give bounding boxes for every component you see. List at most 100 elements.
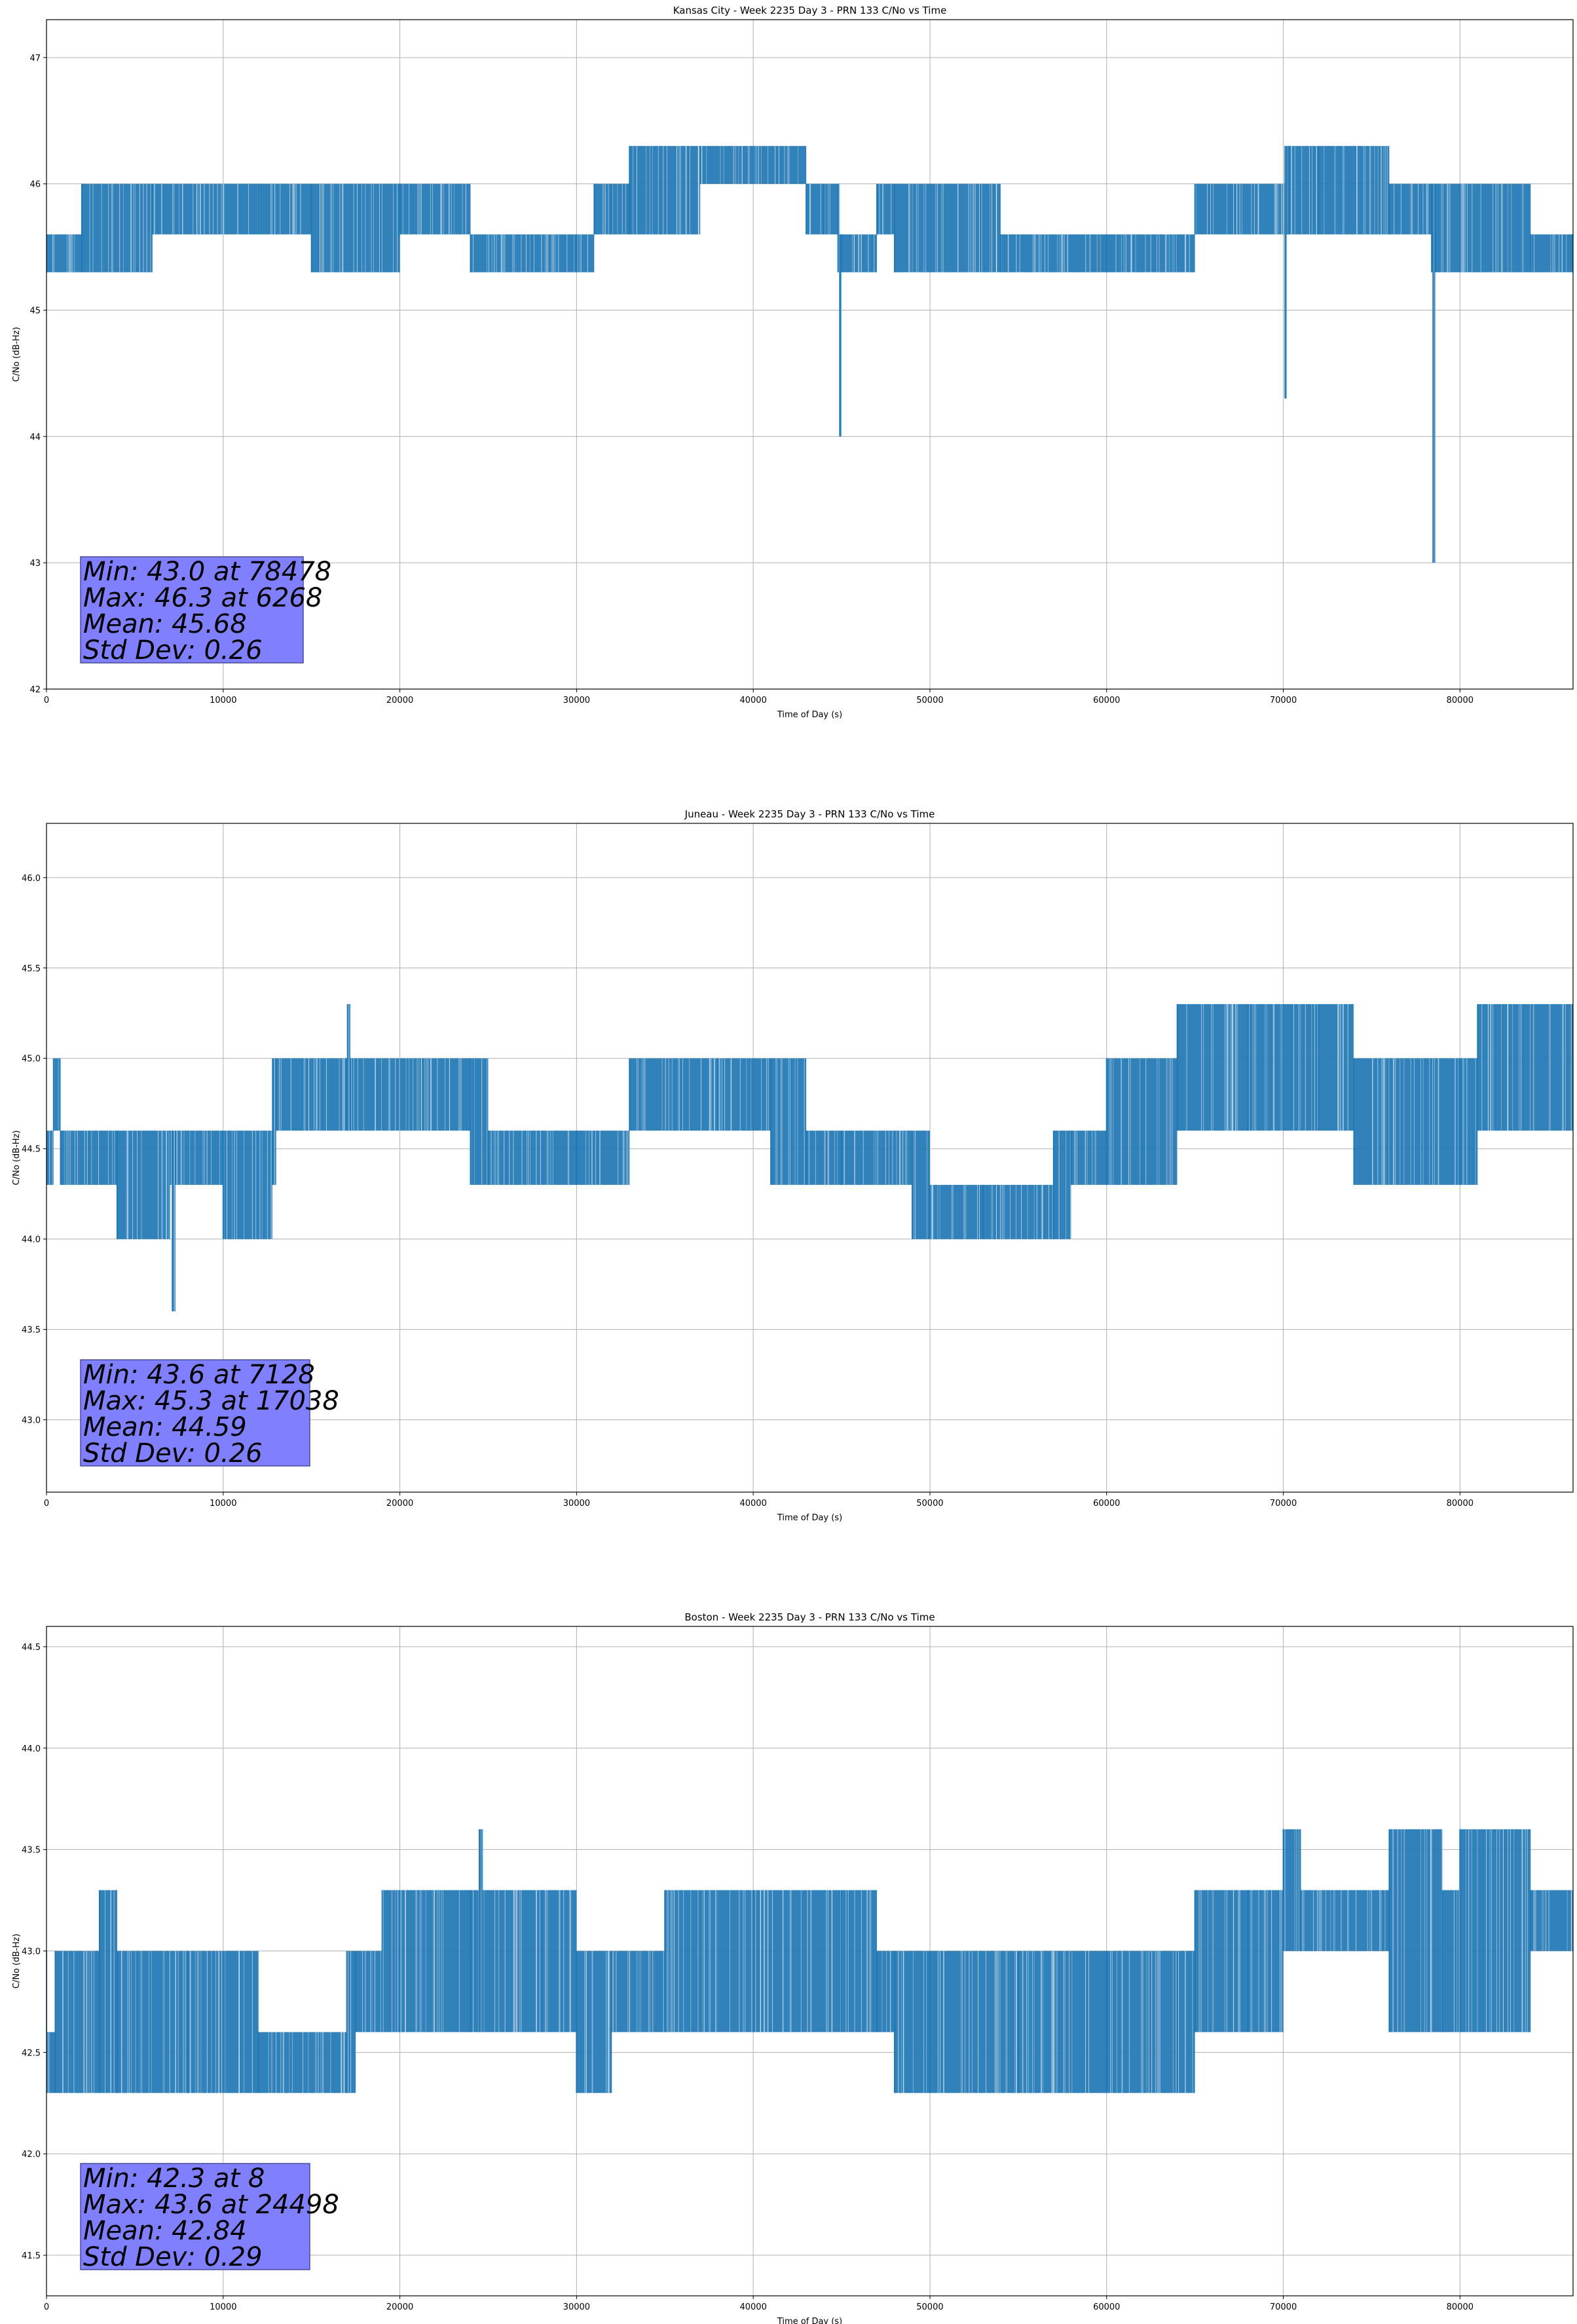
- y-tick-label: 44.5: [22, 1145, 41, 1155]
- series-band: [612, 183, 630, 234]
- stats-line: Max: 43.6 at 24498: [83, 2190, 339, 2220]
- series-band: [1053, 1131, 1071, 1239]
- series-band: [1000, 234, 1107, 272]
- x-tick-label: 30000: [563, 2302, 590, 2312]
- series-band: [470, 1890, 479, 2033]
- stats-line: Max: 45.3 at 17038: [83, 1386, 339, 1416]
- series-band: [1318, 1003, 1354, 1131]
- x-axis-label: Time of Day (s): [777, 1513, 842, 1523]
- series-band: [824, 183, 838, 234]
- series-band: [175, 1131, 223, 1185]
- x-tick-label: 10000: [210, 696, 236, 705]
- series-band: [1460, 1058, 1478, 1185]
- y-tick-label: 43.5: [22, 1846, 41, 1856]
- y-tick-label: 42: [29, 685, 41, 695]
- series-band: [470, 1058, 489, 1185]
- x-tick-label: 40000: [739, 696, 766, 705]
- series-band: [1106, 1058, 1142, 1185]
- series-band: [576, 1131, 630, 1185]
- axes-frame: [46, 1626, 1574, 2296]
- x-axis-label: Time of Day (s): [777, 2317, 842, 2324]
- axes-frame: [46, 19, 1574, 690]
- series-band: [806, 183, 825, 234]
- series-band: [60, 1131, 117, 1185]
- y-tick-label: 43: [29, 559, 41, 569]
- series-band: [1248, 1003, 1319, 1131]
- y-tick-label: 41.5: [22, 2251, 41, 2261]
- y-tick-label: 42.0: [22, 2150, 41, 2160]
- series-band: [1432, 183, 1434, 272]
- series-band: [356, 1951, 382, 2033]
- stats-box: [80, 556, 304, 664]
- series-band: [806, 1131, 842, 1185]
- chart-panel-1: Kansas City - Week 2235 Day 3 - PRN 133 …: [12, 5, 1574, 720]
- series-band: [399, 1890, 471, 2033]
- series-band: [223, 1131, 273, 1239]
- y-axis-label: C/No (dB-Hz): [12, 1934, 22, 1989]
- stats-line: Std Dev: 0.26: [83, 635, 263, 665]
- series-band: [1389, 1829, 1443, 2033]
- x-tick-label: 0: [44, 696, 49, 705]
- series-band: [81, 183, 153, 272]
- series-band: [576, 1951, 612, 2093]
- stats-line: Mean: 42.84: [83, 2216, 247, 2246]
- x-tick-label: 10000: [210, 2302, 236, 2312]
- series-band: [399, 183, 471, 234]
- series-band: [488, 1131, 577, 1185]
- series-band: [470, 234, 577, 272]
- series-band: [1354, 1058, 1460, 1185]
- series-band: [1477, 1003, 1573, 1131]
- x-axis-label: Time of Day (s): [777, 710, 842, 720]
- series-band: [172, 1131, 176, 1312]
- series-band: [842, 234, 878, 272]
- x-tick-label: 50000: [916, 2302, 943, 2312]
- y-tick-label: 45.5: [22, 964, 41, 974]
- series-band: [117, 1951, 188, 2093]
- series-band: [877, 183, 895, 234]
- x-tick-label: 40000: [739, 1499, 766, 1509]
- series-band: [117, 1131, 170, 1239]
- chart-panel-3: Boston - Week 2235 Day 3 - PRN 133 C/No …: [12, 1611, 1574, 2324]
- series-band: [53, 1058, 61, 1131]
- chart-panel-2: Juneau - Week 2235 Day 3 - PRN 133 C/No …: [12, 808, 1574, 1523]
- x-tick-label: 40000: [739, 2302, 766, 2312]
- series-band: [1301, 1890, 1390, 1951]
- stats-line: Std Dev: 0.26: [83, 1438, 263, 1469]
- y-tick-label: 44.5: [22, 1643, 41, 1653]
- series-band: [612, 1951, 665, 2033]
- series-band: [187, 1951, 259, 2093]
- series-band: [700, 145, 754, 184]
- x-tick-label: 60000: [1093, 2302, 1120, 2312]
- y-tick-label: 44.0: [22, 1235, 41, 1245]
- x-tick-label: 30000: [563, 696, 590, 705]
- series-band: [895, 1951, 930, 2093]
- x-tick-label: 80000: [1447, 2302, 1474, 2312]
- series-band: [665, 1890, 754, 2033]
- series-band: [346, 1951, 356, 2093]
- series-band: [258, 183, 312, 234]
- series-line: [46, 145, 1573, 563]
- series-line: [46, 1829, 1573, 2093]
- series-band: [1288, 145, 1319, 234]
- stats-line: Min: 43.0 at 78478: [83, 557, 331, 587]
- y-tick-label: 42.5: [22, 2048, 41, 2058]
- y-tick-label: 45: [29, 307, 41, 316]
- series-band: [99, 1890, 117, 2093]
- y-tick-label: 43.0: [22, 1947, 41, 1957]
- x-tick-label: 80000: [1447, 696, 1474, 705]
- series-band: [276, 1058, 347, 1131]
- y-tick-label: 46: [29, 180, 41, 190]
- series-band: [46, 234, 82, 272]
- x-tick-label: 20000: [386, 2302, 413, 2312]
- series-band: [1531, 234, 1573, 272]
- series-band: [1389, 183, 1432, 234]
- chart-title: Boston - Week 2235 Day 3 - PRN 133 C/No …: [684, 1611, 935, 1623]
- series-band: [929, 1951, 1018, 2093]
- series-band: [629, 1058, 718, 1131]
- x-tick-label: 0: [44, 2302, 49, 2312]
- stats-line: Mean: 45.68: [83, 609, 247, 639]
- x-tick-label: 10000: [210, 1499, 236, 1509]
- series-band: [753, 145, 807, 184]
- x-tick-label: 70000: [1270, 1499, 1297, 1509]
